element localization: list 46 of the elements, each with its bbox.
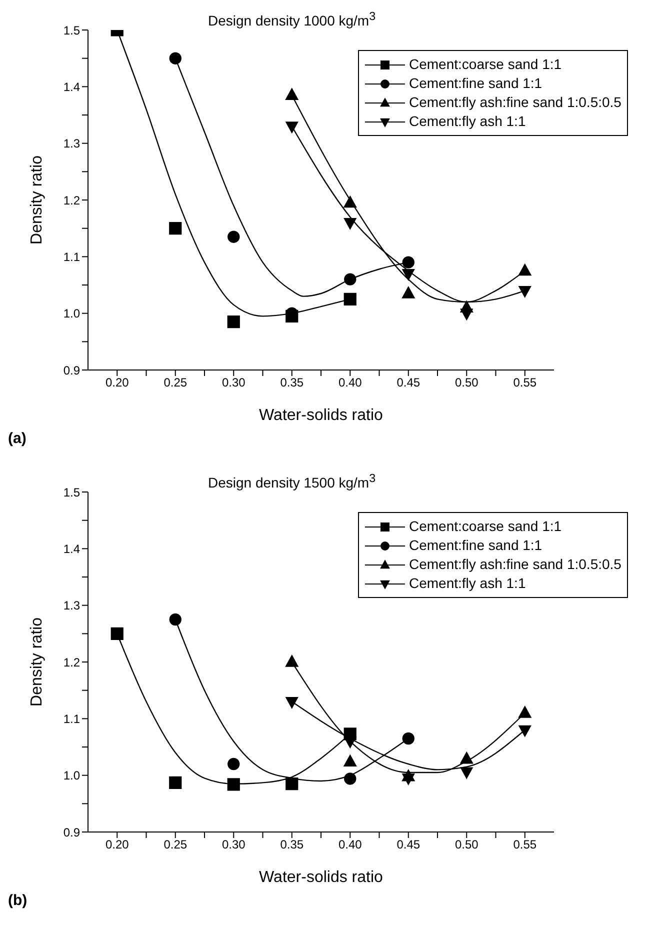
- legend-label: Cement:fine sand 1:1: [409, 536, 542, 555]
- legend-label: Cement:fly ash:fine sand 1:0.5:0.5: [409, 555, 622, 574]
- x-tick-label: 0.25: [164, 838, 188, 852]
- x-tick-label: 0.45: [396, 838, 420, 852]
- y-tick-label: 0.9: [63, 363, 80, 378]
- text: (a): [8, 430, 26, 447]
- y-tick-label: 1.4: [63, 80, 80, 94]
- x-tick-label: 0.55: [513, 376, 537, 390]
- x-tick-label: 0.30: [222, 838, 246, 852]
- legend-label: Cement:fly ash 1:1: [409, 112, 526, 131]
- y-tick-label: 1.2: [63, 655, 80, 670]
- legend-label: Cement:coarse sand 1:1: [409, 55, 562, 74]
- text: (b): [8, 892, 28, 909]
- legend-label: Cement:fly ash:fine sand 1:0.5:0.5: [409, 93, 622, 112]
- y-tick-label: 1.5: [63, 485, 80, 500]
- y-tick-label: 1.0: [63, 768, 80, 783]
- x-tick-label: 0.35: [280, 838, 304, 852]
- y-tick-label: 1.5: [63, 23, 80, 38]
- x-tick-label: 0.35: [280, 376, 304, 390]
- y-tick-label: 1.3: [63, 598, 80, 613]
- x-axis-title: Water-solids ratio: [259, 407, 384, 424]
- y-axis-title: Density ratio: [28, 155, 46, 244]
- x-tick-label: 0.45: [396, 376, 420, 390]
- y-axis-title: Density ratio: [28, 617, 46, 706]
- y-tick-label: 0.9: [63, 825, 80, 840]
- y-tick-label: 1.1: [63, 712, 80, 726]
- y-tick-label: 1.2: [63, 193, 80, 208]
- x-tick-label: 0.50: [454, 376, 479, 390]
- x-tick-label: 0.50: [454, 838, 479, 852]
- x-tick-label: 0.30: [222, 376, 246, 390]
- y-tick-label: 1.1: [63, 250, 80, 264]
- chart-title: Design density 1000 kg/m$^{3}$: [208, 10, 376, 29]
- chart-title: Design density 1500 kg/m$^{3}$: [208, 472, 376, 491]
- y-tick-label: 1.0: [63, 306, 80, 321]
- x-tick-label: 0.40: [338, 838, 362, 852]
- x-axis-title: Water-solids ratio: [259, 869, 384, 886]
- x-tick-label: 0.40: [338, 376, 362, 390]
- y-tick-label: 1.4: [63, 542, 80, 556]
- x-tick-label: 0.25: [164, 376, 188, 390]
- legend-label: Cement:coarse sand 1:1: [409, 517, 562, 536]
- legend-label: Cement:fine sand 1:1: [409, 74, 542, 93]
- x-tick-label: 0.20: [105, 838, 130, 852]
- legend-label: Cement:fly ash 1:1: [409, 574, 526, 593]
- x-tick-label: 0.20: [105, 376, 130, 390]
- x-tick-label: 0.55: [513, 838, 537, 852]
- y-tick-label: 1.3: [63, 136, 80, 151]
